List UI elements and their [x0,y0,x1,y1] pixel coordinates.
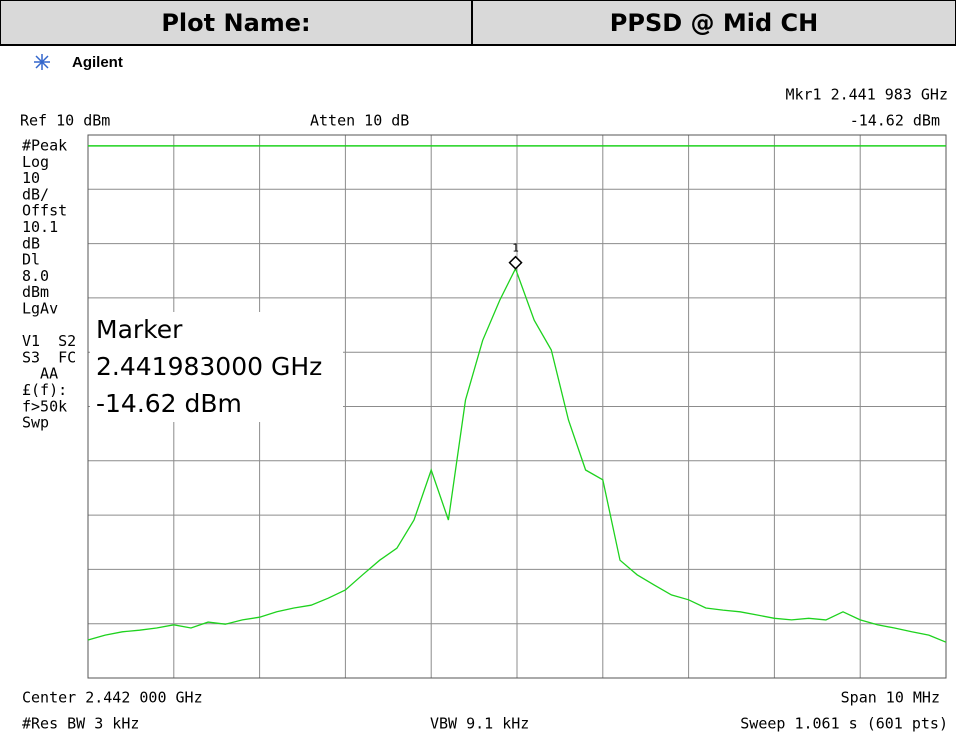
side-label: #Peak [22,137,67,155]
marker-readout: Mkr1 2.441 983 GHz [785,86,948,104]
header-bar [0,0,956,46]
ref-label: Ref 10 dBm [20,112,110,130]
marker-number: 1 [512,242,519,255]
header-label: Plot Name: [161,9,310,37]
marker-box-text: Marker [96,315,183,344]
marker-readout: -14.62 dBm [850,112,940,130]
marker-box-text: 2.441983000 GHz [96,352,322,381]
atten-label: Atten 10 dB [310,112,409,130]
side-label: dB [22,234,40,252]
side-label: Offst [22,202,67,220]
vbw-label: VBW 9.1 kHz [430,715,529,733]
graticule-border [87,134,947,679]
side-label: dB/ [22,185,49,203]
marker [508,255,523,270]
side-label: 10 [22,169,40,187]
header-value: PPSD @ Mid CH [610,9,818,37]
side-label: Log [22,153,49,171]
logo-icon [34,54,50,70]
side-label: Swp [22,414,49,432]
side-label: dBm [22,283,49,301]
side-label: LgAv [22,300,58,318]
sweep-label: Sweep 1.061 s (601 pts) [740,715,948,733]
side-label: 8.0 [22,267,49,285]
side-label: f>50k [22,397,67,415]
side-label: 10.1 [22,218,58,236]
brand: Agilent [72,54,123,71]
rbw-label: #Res BW 3 kHz [22,715,139,733]
side-label: Dl [22,251,40,269]
side-label: £(f): [22,381,67,399]
side-label: V1 S2 [22,332,76,350]
center-label: Center 2.442 000 GHz [22,689,203,707]
marker-box-text: -14.62 dBm [96,389,242,418]
side-label: S3 FC [22,348,76,366]
side-label: AA [22,365,58,383]
span-label: Span 10 MHz [841,689,940,707]
marker-box [90,312,343,422]
